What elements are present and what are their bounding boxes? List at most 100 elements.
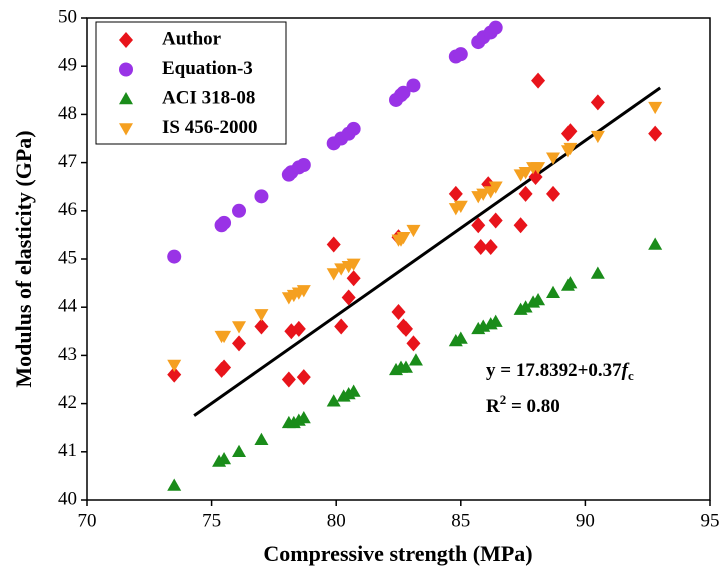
point (406, 224, 421, 238)
point (291, 320, 306, 337)
y-tick-label: 42 (58, 392, 77, 413)
point (232, 321, 247, 334)
point (281, 371, 296, 388)
point (167, 359, 182, 373)
point (528, 169, 543, 186)
point (531, 162, 546, 175)
point (326, 394, 341, 407)
point (232, 203, 247, 218)
y-tick-label: 48 (58, 103, 77, 124)
point (531, 72, 546, 89)
point (590, 130, 605, 144)
point (254, 432, 269, 445)
point (648, 101, 663, 115)
x-tick-label: 70 (78, 510, 97, 531)
point (448, 185, 463, 202)
point (406, 78, 421, 93)
point (346, 258, 361, 271)
legend-marker (119, 123, 133, 136)
point (563, 123, 578, 140)
point (648, 237, 663, 250)
point (453, 331, 468, 344)
point (232, 444, 247, 458)
point (513, 217, 528, 234)
point (167, 366, 182, 383)
r2-sup: 2 (500, 392, 507, 407)
point (648, 125, 663, 142)
point (254, 189, 269, 204)
legend-label: IS 456-2000 (162, 117, 258, 138)
y-tick-label: 44 (58, 296, 78, 317)
point (453, 200, 468, 213)
point (217, 452, 232, 465)
r2-text: = 0.80 (506, 396, 560, 417)
point (518, 185, 533, 202)
point (488, 212, 503, 229)
point (217, 215, 232, 230)
point (391, 304, 406, 321)
point (518, 166, 533, 180)
legend-label: ACI 318-08 (162, 87, 255, 108)
point (488, 20, 503, 35)
y-tick-label: 41 (58, 440, 77, 461)
point (408, 353, 423, 366)
legend-marker (119, 62, 133, 77)
point (563, 142, 578, 156)
point (296, 158, 311, 173)
x-tick-label: 95 (701, 510, 720, 531)
legend: Author Equation-3 ACI 318-08 IS 456-2000 (95, 21, 287, 145)
x-tick-label: 90 (576, 510, 595, 531)
point (473, 238, 488, 255)
point (546, 185, 561, 202)
point (453, 47, 468, 62)
point (546, 152, 561, 165)
point (531, 292, 546, 306)
point (334, 263, 349, 276)
point (483, 238, 498, 255)
equation-sub: c (628, 368, 634, 383)
point (396, 232, 411, 245)
point (296, 369, 311, 386)
y-tick-label: 46 (58, 199, 77, 220)
point (326, 268, 341, 281)
legend-marker (119, 32, 133, 48)
point (546, 285, 561, 298)
y-tick-label: 49 (58, 55, 77, 76)
y-tick-label: 47 (58, 151, 77, 172)
point (167, 478, 182, 491)
point (217, 359, 232, 376)
y-tick-label: 50 (58, 6, 77, 27)
r2-base: R (486, 396, 500, 417)
legend-label: Author (162, 28, 222, 49)
y-tick-label: 45 (58, 247, 77, 268)
point (232, 335, 247, 352)
equation-var: f (622, 360, 630, 381)
equation-text: y = 17.8392+0.37 (486, 360, 622, 381)
y-axis-title: Modulus of elasticity (GPa) (11, 130, 36, 387)
point (326, 236, 341, 253)
x-tick-label: 75 (202, 510, 221, 531)
y-tick-label: 43 (58, 344, 77, 365)
point (471, 217, 486, 234)
point (396, 85, 411, 100)
x-tick-label: 85 (451, 510, 470, 531)
point (590, 266, 605, 279)
point (296, 285, 311, 298)
point (406, 335, 421, 352)
fit-line (193, 86, 662, 417)
point (518, 300, 533, 313)
point (398, 320, 413, 337)
r-squared: R2 = 0.80 (486, 392, 560, 417)
point (563, 276, 578, 289)
legend-marker (119, 92, 133, 105)
legend-label: Equation-3 (162, 58, 253, 79)
y-tick-label: 40 (58, 488, 77, 509)
point (296, 411, 311, 424)
point (217, 330, 232, 344)
point (346, 121, 361, 136)
point (476, 188, 491, 201)
point (341, 289, 356, 306)
point (346, 384, 361, 397)
